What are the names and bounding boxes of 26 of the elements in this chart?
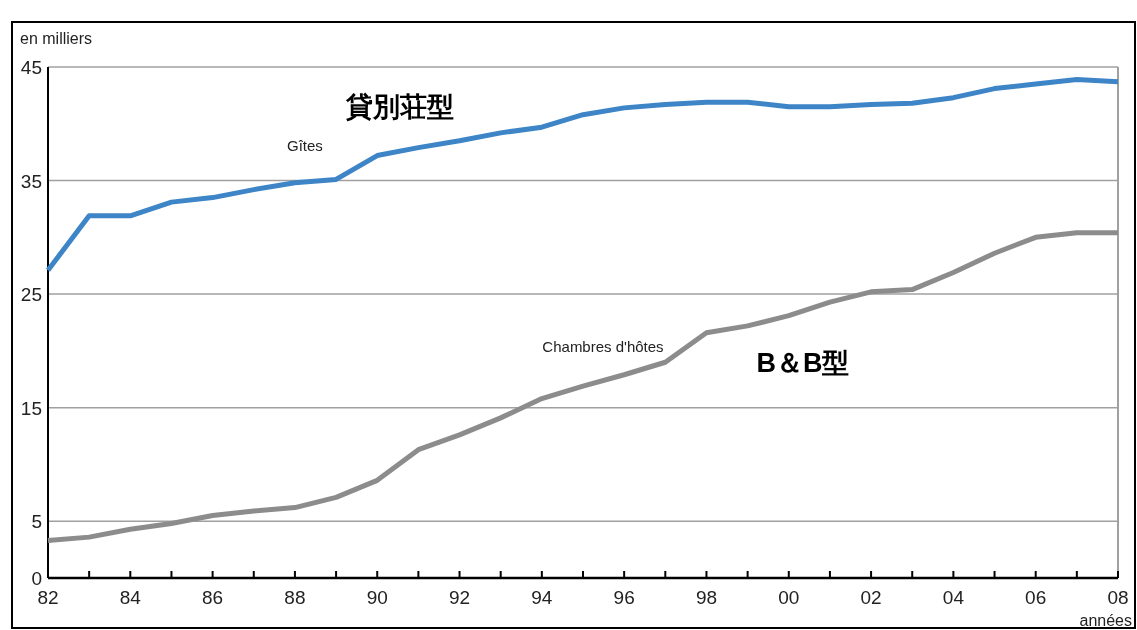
y-tick-label: 45 <box>20 57 42 78</box>
x-tick-label: 92 <box>448 587 471 608</box>
x-tick-label: 00 <box>778 587 800 608</box>
x-axis-title: années <box>1079 612 1132 629</box>
series-label: Gîtes <box>286 137 323 155</box>
annotation: 貸別荘型 <box>345 92 454 122</box>
annotation: B＆B型 <box>756 348 850 378</box>
x-tick-label: 04 <box>942 587 965 608</box>
x-tick-label: 96 <box>613 587 635 608</box>
y-tick-label: 35 <box>20 170 42 192</box>
x-tick-label: 82 <box>37 587 59 608</box>
x-tick-label: 08 <box>1107 587 1129 608</box>
x-tick-label: 02 <box>860 587 882 608</box>
y-tick-label: 0 <box>31 568 42 589</box>
x-tick-label: 88 <box>284 587 306 608</box>
x-tick-label: 90 <box>366 587 388 608</box>
y-tick-label: 15 <box>20 397 42 419</box>
x-tick-label: 06 <box>1025 587 1047 608</box>
y-tick-label: 5 <box>31 511 42 533</box>
x-tick-label: 94 <box>531 587 553 608</box>
x-tick-label: 98 <box>695 587 718 608</box>
series-label: Chambres d'hôtes <box>542 338 664 356</box>
x-tick-label: 84 <box>119 587 142 608</box>
x-tick-label: 86 <box>202 587 224 608</box>
y-axis-title: en milliers <box>20 30 93 47</box>
y-tick-label: 25 <box>20 284 42 306</box>
